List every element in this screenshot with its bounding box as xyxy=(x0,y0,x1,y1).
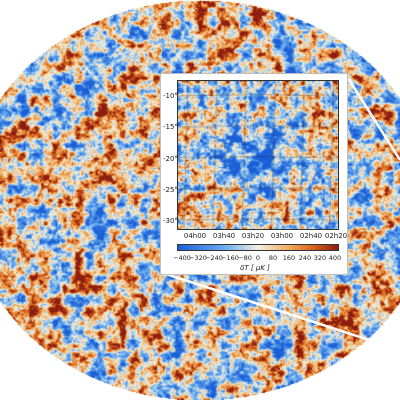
colorbar-tick: −320 xyxy=(189,254,207,262)
x-tick: 04h00 xyxy=(183,232,207,240)
y-tick: -10° xyxy=(163,92,178,100)
colorbar-tick: −80 xyxy=(238,254,252,262)
colorbar-tick: 240 xyxy=(298,254,312,262)
colorbar-tick: 0 xyxy=(255,254,261,262)
colorbar-tick: 80 xyxy=(268,254,278,262)
colorbar xyxy=(177,244,339,251)
colorbar-tick: −240 xyxy=(205,254,223,262)
colorbar-label: δT [ μK ] xyxy=(240,264,270,272)
y-tick: -20° xyxy=(163,155,178,163)
y-tick: -15° xyxy=(163,123,178,131)
inset-map xyxy=(177,80,339,230)
x-tick: 03h00 xyxy=(270,232,294,240)
colorbar-tick: 400 xyxy=(328,254,342,262)
x-tick: 02h40 xyxy=(299,232,323,240)
colorbar-tick: 320 xyxy=(313,254,327,262)
colorbar-tick: −160 xyxy=(221,254,239,262)
x-tick: 03h40 xyxy=(212,232,236,240)
y-tick: -30° xyxy=(163,217,178,225)
x-tick: 03h20 xyxy=(241,232,265,240)
colorbar-tick: 160 xyxy=(282,254,296,262)
colorbar-tick: −400 xyxy=(173,254,191,262)
y-tick: -25° xyxy=(163,186,178,194)
x-tick: 02h20 xyxy=(324,232,348,240)
zoom-inset-panel: -10° -15° -20° -25° -30° 04h00 03h40 03h… xyxy=(160,73,348,275)
